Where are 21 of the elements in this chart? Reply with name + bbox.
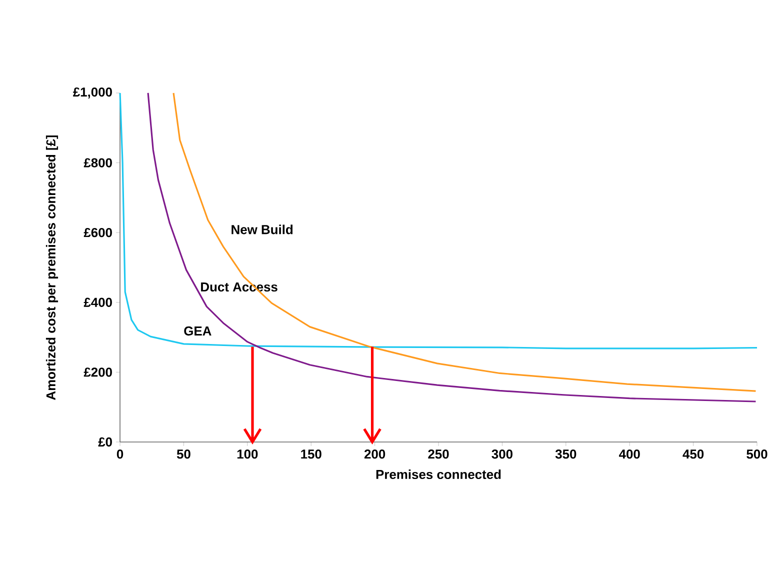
y-tick-label: £0 <box>98 437 112 447</box>
y-tick-label: £600 <box>84 228 112 238</box>
x-tick-label: 200 <box>364 450 386 459</box>
x-tick-label: 350 <box>555 450 576 459</box>
x-tick-label: 300 <box>492 450 512 459</box>
x-tick-label: 500 <box>746 450 768 459</box>
y-tick-label: £200 <box>84 368 112 377</box>
y-tick-label: £400 <box>84 298 112 307</box>
y-tick-label: £800 <box>84 158 112 168</box>
series-label: New Build <box>232 224 293 234</box>
x-tick-label: 250 <box>428 450 449 459</box>
x-tick-label: 100 <box>237 450 258 459</box>
x-tick-label: 0 <box>116 450 124 459</box>
y-tick-label: £1,000 <box>73 87 112 99</box>
x-tick-label: 450 <box>682 450 704 459</box>
x-tick-label: 150 <box>301 450 322 459</box>
series-label: GEA <box>184 326 212 336</box>
y-axis-title: Amortized cost per premises connected [£] <box>46 135 58 400</box>
x-axis-title: Premises connected <box>376 470 501 480</box>
x-tick-label: 400 <box>619 450 640 459</box>
x-tick-label: 50 <box>176 450 190 459</box>
